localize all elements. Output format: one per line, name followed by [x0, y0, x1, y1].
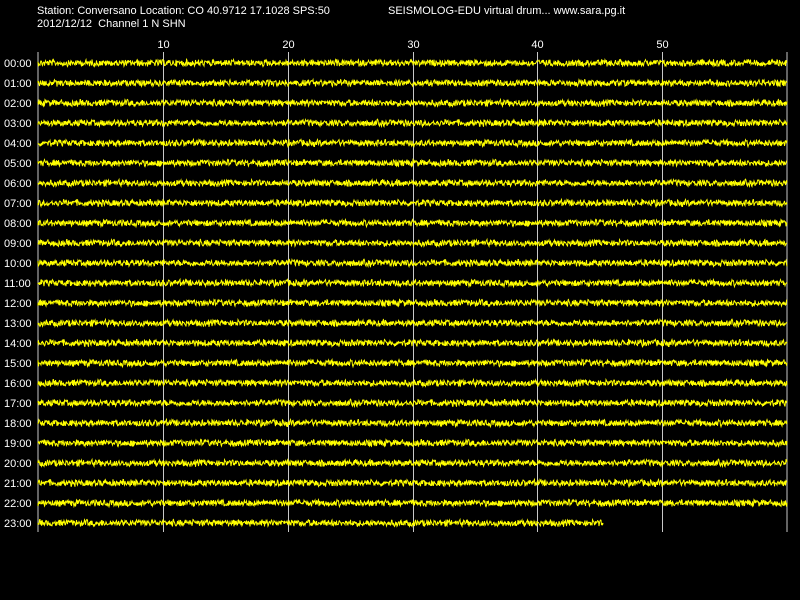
hour-label: 18:00 [4, 418, 32, 430]
trace-hour-1500 [37, 358, 788, 369]
trace-hour-2300 [37, 517, 604, 528]
station-info: Station: Conversano Location: CO 40.9712… [37, 5, 330, 17]
x-tick-label: 40 [531, 39, 543, 51]
hour-label: 13:00 [4, 318, 32, 330]
traces [37, 57, 788, 528]
hour-label: 15:00 [4, 358, 32, 370]
trace-hour-0800 [37, 218, 788, 229]
trace-hour-1100 [37, 277, 788, 289]
x-tick-label: 30 [407, 39, 419, 51]
hour-label: 06:00 [4, 178, 32, 190]
x-tick-labels: 10 20 30 40 50 [157, 39, 668, 51]
trace-hour-2000 [37, 457, 788, 469]
x-tick-label: 50 [656, 39, 668, 51]
hour-label: 04:00 [4, 138, 32, 150]
hour-label: 05:00 [4, 158, 32, 170]
hour-label: 17:00 [4, 398, 32, 410]
date-channel-info: 2012/12/12 Channel 1 N SHN [37, 18, 186, 30]
hour-label: 09:00 [4, 238, 32, 250]
trace-hour-0000 [37, 57, 788, 68]
hour-label: 03:00 [4, 118, 32, 130]
trace-hour-1600 [37, 377, 788, 388]
hour-label: 11:00 [4, 278, 31, 290]
hour-label: 16:00 [4, 378, 32, 390]
hour-label: 12:00 [4, 298, 32, 310]
trace-hour-2100 [37, 477, 788, 489]
trace-hour-0700 [37, 197, 788, 209]
trace-hour-1400 [37, 337, 788, 349]
trace-hour-0300 [37, 117, 788, 129]
hour-label: 19:00 [4, 438, 32, 450]
trace-hour-0600 [37, 177, 788, 189]
trace-hour-1000 [37, 257, 788, 269]
trace-hour-1900 [37, 438, 788, 449]
trace-hour-0900 [37, 237, 788, 248]
hour-label: 07:00 [4, 198, 32, 210]
trace-hour-0200 [37, 97, 788, 108]
trace-hour-0400 [37, 137, 788, 149]
hour-label: 22:00 [4, 498, 32, 510]
trace-hour-1200 [37, 298, 788, 309]
trace-hour-0500 [37, 158, 788, 169]
trace-hour-1700 [37, 397, 788, 409]
x-tick-label: 20 [282, 39, 294, 51]
grid-layer [37, 52, 788, 532]
hour-label: 20:00 [4, 458, 32, 470]
x-tick-label: 10 [157, 39, 169, 51]
hour-label: 08:00 [4, 218, 32, 230]
hour-label: 02:00 [4, 98, 32, 110]
hour-label: 23:00 [4, 518, 32, 530]
hour-label: 21:00 [4, 478, 32, 490]
hour-labels: 00:00 01:00 02:00 03:00 04:00 05:00 06:00 07:00… [4, 58, 32, 530]
hour-label: 10:00 [4, 258, 32, 270]
trace-hour-1800 [37, 417, 788, 429]
hour-label: 01:00 [4, 78, 32, 90]
software-info: SEISMOLOG-EDU virtual drum... www.sara.p… [388, 5, 626, 17]
trace-hour-0100 [37, 77, 788, 89]
trace-hour-2200 [37, 498, 788, 509]
hour-label: 00:00 [4, 58, 32, 70]
trace-hour-1300 [37, 317, 788, 329]
hour-label: 14:00 [4, 338, 32, 350]
